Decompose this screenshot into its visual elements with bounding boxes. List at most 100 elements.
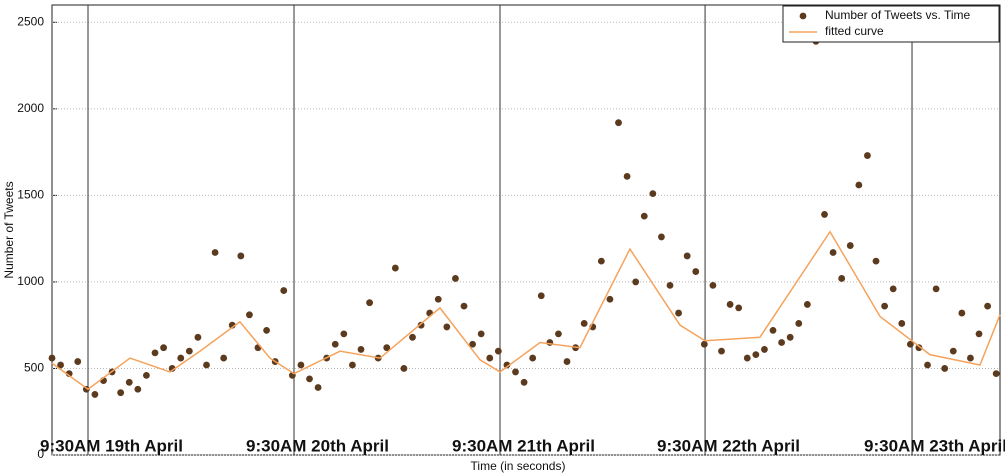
data-point [709, 281, 717, 289]
data-point [434, 295, 442, 303]
data-point [512, 368, 519, 376]
data-point [125, 378, 133, 386]
data-point [675, 309, 682, 317]
data-point [795, 320, 803, 327]
data-point [778, 339, 785, 346]
data-point [992, 370, 1000, 378]
data-point [743, 354, 751, 362]
data-point [855, 181, 863, 189]
data-point [417, 321, 425, 329]
data-point [649, 190, 657, 198]
data-point [74, 358, 82, 365]
data-point [280, 287, 288, 294]
plot-frame [51, 4, 1001, 456]
data-point [357, 346, 365, 353]
annotation: 9:30AM 19th April [40, 436, 183, 455]
data-point [91, 391, 99, 398]
data-point [366, 299, 373, 307]
data-point [872, 257, 880, 265]
data-point [306, 375, 313, 383]
data-point [48, 354, 56, 362]
legend-label: Number of Tweets vs. Time [825, 8, 970, 22]
data-point [821, 211, 828, 218]
data-point [160, 344, 167, 352]
y-tick-label: 500 [24, 361, 44, 375]
data-point [597, 257, 605, 265]
data-point [563, 358, 571, 365]
x-axis-label: Time (in seconds) [471, 459, 566, 473]
data-point [297, 361, 305, 369]
data-point [460, 302, 468, 310]
data-point [65, 370, 73, 378]
data-point [143, 371, 150, 379]
data-point [700, 340, 708, 348]
data-point [967, 354, 974, 362]
data-point [692, 268, 700, 275]
data-point [958, 309, 966, 317]
annotation: 9:30AM 21th April [452, 436, 595, 455]
y-tick-label: 0 [37, 447, 44, 461]
data-point [263, 326, 270, 334]
data-point [752, 351, 760, 359]
data-point [949, 347, 957, 355]
data-point [555, 330, 562, 338]
data-point [400, 365, 408, 372]
y-tick-label: 2000 [17, 101, 44, 115]
data-point [846, 242, 854, 249]
data-point [185, 347, 193, 355]
data-point [864, 152, 871, 159]
data-point [924, 361, 931, 369]
data-point [666, 281, 674, 289]
data-point [932, 285, 940, 293]
data-point [718, 347, 725, 355]
data-point [477, 330, 485, 338]
data-point [829, 249, 837, 256]
y-tick-label: 1500 [17, 188, 44, 202]
data-point [580, 320, 588, 327]
data-point [615, 119, 622, 127]
data-point [57, 361, 64, 369]
fitted-curve [51, 230, 1001, 391]
data-point [546, 339, 554, 346]
data-point [786, 333, 794, 341]
data-point [391, 264, 399, 272]
data-point [237, 252, 245, 260]
data-point [314, 384, 322, 391]
data-point [906, 340, 914, 348]
data-point [117, 389, 125, 397]
data-point [658, 233, 665, 241]
data-point [246, 311, 253, 319]
data-point [443, 323, 451, 331]
data-point [211, 249, 219, 256]
data-point [383, 344, 391, 352]
data-point [735, 304, 743, 312]
data-point [881, 302, 888, 310]
data-point [726, 301, 734, 308]
data-point [340, 330, 348, 338]
data-point [331, 340, 339, 348]
y-tick-label: 1000 [17, 274, 44, 288]
data-point [194, 333, 202, 341]
data-point [134, 385, 142, 393]
data-point [529, 354, 537, 362]
legend-swatch [799, 12, 807, 20]
annotation: 9:30AM 22th April [657, 436, 800, 455]
data-point [494, 347, 502, 355]
data-point [623, 172, 631, 180]
data-point [683, 252, 691, 260]
data-point [640, 212, 648, 220]
data-point [177, 354, 185, 362]
annotation: 9:30AM 23th April [864, 436, 1005, 455]
data-point [409, 333, 416, 341]
data-point [503, 361, 511, 369]
data-point [349, 361, 356, 369]
data-point [838, 275, 846, 282]
y-tick-label: 2500 [17, 14, 44, 28]
data-point [632, 278, 640, 286]
data-point [452, 275, 459, 282]
data-point [975, 330, 983, 338]
data-point [151, 349, 159, 357]
data-point [803, 301, 811, 308]
data-point [984, 302, 992, 310]
